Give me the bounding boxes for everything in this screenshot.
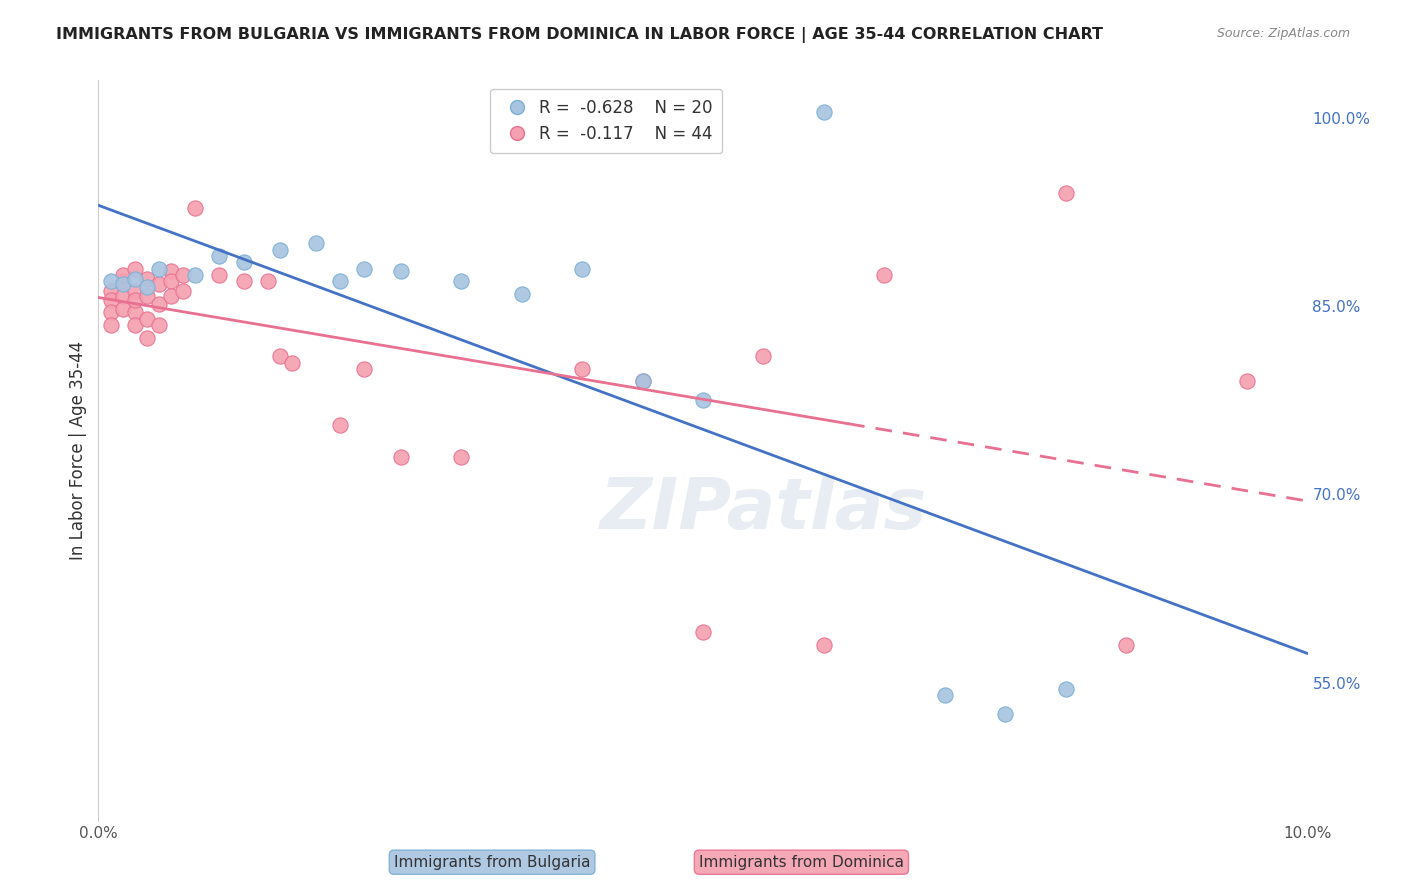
Point xyxy=(100,293,122,307)
Point xyxy=(232,255,254,269)
Point xyxy=(631,375,654,389)
Point xyxy=(813,638,835,652)
Point xyxy=(100,318,122,332)
Point xyxy=(329,274,352,288)
Point xyxy=(571,362,593,376)
Point xyxy=(208,268,231,282)
Point xyxy=(148,318,170,332)
Point xyxy=(1236,375,1258,389)
Point xyxy=(100,284,122,298)
Point xyxy=(934,688,956,702)
Point xyxy=(1115,638,1137,652)
Legend: R =  -0.628    N = 20, R =  -0.117    N = 44: R = -0.628 N = 20, R = -0.117 N = 44 xyxy=(491,88,723,153)
Point xyxy=(269,243,291,257)
Point xyxy=(329,418,352,433)
Point xyxy=(148,296,170,310)
Text: IMMIGRANTS FROM BULGARIA VS IMMIGRANTS FROM DOMINICA IN LABOR FORCE | AGE 35-44 : IMMIGRANTS FROM BULGARIA VS IMMIGRANTS F… xyxy=(56,27,1104,43)
Point xyxy=(135,330,157,344)
Y-axis label: In Labor Force | Age 35-44: In Labor Force | Age 35-44 xyxy=(69,341,87,560)
Point xyxy=(450,450,472,464)
Point xyxy=(160,289,183,303)
Point xyxy=(305,236,328,251)
Point xyxy=(111,268,134,282)
Point xyxy=(111,274,134,288)
Point xyxy=(631,375,654,389)
Point xyxy=(232,274,254,288)
Point xyxy=(100,305,122,319)
Point xyxy=(160,274,183,288)
Point xyxy=(135,311,157,326)
Point xyxy=(1054,186,1077,201)
Point xyxy=(256,274,278,288)
Text: Immigrants from Bulgaria: Immigrants from Bulgaria xyxy=(394,855,591,870)
Point xyxy=(100,274,122,288)
Point xyxy=(111,277,134,291)
Point xyxy=(752,349,775,363)
Point xyxy=(124,284,146,298)
Point xyxy=(148,277,170,291)
Point xyxy=(510,286,533,301)
Point xyxy=(184,268,207,282)
Point xyxy=(111,301,134,316)
Point xyxy=(135,280,157,294)
Point xyxy=(994,706,1017,721)
Text: Immigrants from Dominica: Immigrants from Dominica xyxy=(699,855,904,870)
Text: Source: ZipAtlas.com: Source: ZipAtlas.com xyxy=(1216,27,1350,40)
Point xyxy=(111,289,134,303)
Point xyxy=(172,284,194,298)
Point xyxy=(124,318,146,332)
Point xyxy=(450,274,472,288)
Point xyxy=(692,625,714,640)
Point xyxy=(1054,681,1077,696)
Point xyxy=(269,349,291,363)
Point xyxy=(135,271,157,285)
Point xyxy=(160,264,183,278)
Point xyxy=(124,293,146,307)
Point xyxy=(389,264,412,278)
Point xyxy=(148,261,170,276)
Point xyxy=(124,261,146,276)
Point xyxy=(124,271,146,285)
Point xyxy=(389,450,412,464)
Point xyxy=(208,249,231,263)
Point xyxy=(353,362,375,376)
Text: ZIPatlas: ZIPatlas xyxy=(600,475,927,544)
Point xyxy=(813,104,835,119)
Point xyxy=(172,268,194,282)
Point xyxy=(873,268,896,282)
Point xyxy=(353,261,375,276)
Point xyxy=(124,305,146,319)
Point xyxy=(184,201,207,215)
Point xyxy=(281,356,304,370)
Point xyxy=(135,289,157,303)
Point xyxy=(571,261,593,276)
Point xyxy=(692,393,714,408)
